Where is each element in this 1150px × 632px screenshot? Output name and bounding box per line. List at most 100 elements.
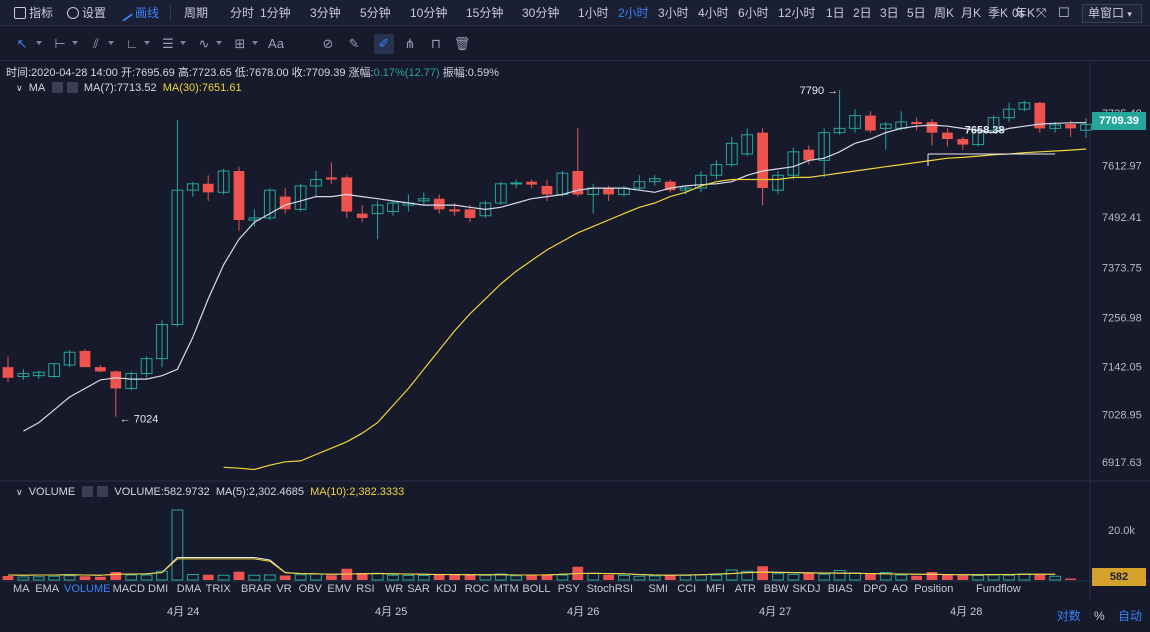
interval-17[interactable]: 周K xyxy=(934,6,955,20)
price-axis-label: 7612.97 xyxy=(1102,160,1142,172)
chevron-down-icon[interactable]: ∨ xyxy=(16,83,23,93)
horizontal-line-tool-icon[interactable]: ⊢ xyxy=(54,36,66,51)
indicators-button[interactable]: 指标 xyxy=(14,0,53,26)
indicator-tab-dmi[interactable]: DMI xyxy=(148,583,169,595)
indicator-tab-ema[interactable]: EMA xyxy=(35,583,60,595)
chevron-down-icon[interactable] xyxy=(36,41,42,45)
auto-scale-toggle[interactable]: 自动 xyxy=(1117,609,1142,623)
indicator-tab-macd[interactable]: MACD xyxy=(112,583,145,595)
indicator-tab-obv[interactable]: OBV xyxy=(298,583,322,595)
interval-4[interactable]: 10分钟 xyxy=(410,6,448,20)
wave-tool-icon[interactable]: ∿ xyxy=(198,36,210,51)
indicator-tab-bbw[interactable]: BBW xyxy=(763,583,789,595)
interval-8[interactable]: 2小时 xyxy=(618,6,649,20)
chevron-down-icon[interactable] xyxy=(108,41,114,45)
indicator-tab-atr[interactable]: ATR xyxy=(734,583,756,595)
cursor-tool-icon[interactable]: ↖ xyxy=(16,36,28,51)
volume-bar xyxy=(556,574,569,581)
volume-bar xyxy=(803,573,815,580)
indicator-tab-sar[interactable]: SAR xyxy=(407,583,430,595)
indicator-tab-boll[interactable]: BOLL xyxy=(522,583,551,595)
trash-icon[interactable]: 🗑 xyxy=(453,36,471,51)
chevron-down-icon[interactable] xyxy=(72,41,78,45)
indicator-tab-trix[interactable]: TRIX xyxy=(205,583,231,595)
indicator-tab-mtm[interactable]: MTM xyxy=(493,583,519,595)
interval-0[interactable]: 分时 xyxy=(230,6,255,20)
text-tool-icon[interactable]: Aa xyxy=(268,36,284,51)
visibility-tool-icon[interactable]: ⋔ xyxy=(404,36,416,51)
candle-body xyxy=(48,363,61,378)
chevron-down-icon[interactable] xyxy=(252,41,258,45)
settings-icon[interactable] xyxy=(51,82,63,93)
indicator-tab-fundflow[interactable]: Fundflow xyxy=(976,583,1021,595)
volume-legend-name: VOLUME xyxy=(28,486,76,498)
interval-18[interactable]: 月K xyxy=(961,6,982,20)
chevron-down-icon[interactable] xyxy=(180,41,186,45)
indicator-tab-vr[interactable]: VR xyxy=(276,583,292,595)
draw-button[interactable]: 画线 xyxy=(118,0,159,26)
volume-bar xyxy=(464,574,476,580)
indicator-tab-roc[interactable]: ROC xyxy=(464,583,490,595)
measure-tool-icon[interactable]: ⊞ xyxy=(234,36,246,51)
indicator-tab-emv[interactable]: EMV xyxy=(327,583,352,595)
interval-16[interactable]: 5日 xyxy=(907,6,926,20)
lock-tool-icon[interactable]: ⊓ xyxy=(430,36,442,51)
indicator-tab-dpo[interactable]: DPO xyxy=(863,583,888,595)
last-price-tag: 7709.39 xyxy=(1092,112,1146,130)
ruler-tool-icon[interactable]: ✎ xyxy=(348,36,360,51)
chevron-down-icon[interactable]: ∨ xyxy=(16,487,23,497)
indicator-tab-smi[interactable]: SMI xyxy=(648,583,668,595)
indicator-tab-position[interactable]: Position xyxy=(914,583,954,595)
info-change-label: 涨幅: xyxy=(348,67,374,79)
indicator-tab-wr[interactable]: WR xyxy=(385,583,404,595)
interval-5[interactable]: 15分钟 xyxy=(466,6,504,20)
close-icon[interactable] xyxy=(97,486,109,497)
indicator-tab-brar[interactable]: BRAR xyxy=(241,583,272,595)
interval-1[interactable]: 1分钟 xyxy=(260,6,291,20)
indicator-tab-ma[interactable]: MA xyxy=(13,583,30,595)
indicator-tab-bias[interactable]: BIAS xyxy=(827,583,853,595)
interval-3[interactable]: 5分钟 xyxy=(360,6,391,20)
magnet-tool-icon[interactable]: ⊘ xyxy=(322,36,334,51)
indicator-tab-mfi[interactable]: MFI xyxy=(706,583,725,595)
interval-7[interactable]: 1小时 xyxy=(578,6,609,20)
fib-tool-icon[interactable]: ☰ xyxy=(162,36,174,51)
close-icon[interactable] xyxy=(66,82,78,93)
interval-13[interactable]: 1日 xyxy=(826,6,845,20)
indicator-tab-rsi[interactable]: RSI xyxy=(356,583,375,595)
log-scale-toggle[interactable]: 对数 xyxy=(1056,609,1081,623)
settings-button[interactable]: 设置 xyxy=(67,0,106,26)
indicator-tab-psy[interactable]: PSY xyxy=(557,583,580,595)
interval-19[interactable]: 季K xyxy=(988,6,1009,20)
indicator-tab-dma[interactable]: DMA xyxy=(176,583,202,595)
chevron-down-icon[interactable] xyxy=(144,41,150,45)
interval-20[interactable]: 年K xyxy=(1015,6,1036,20)
interval-12[interactable]: 12小时 xyxy=(778,6,816,20)
fullscreen-icon[interactable]: ⤧ xyxy=(1036,5,1047,20)
volume-bar xyxy=(603,574,614,580)
interval-2[interactable]: 3分钟 xyxy=(310,6,341,20)
trend-line-tool-icon[interactable]: ⫽ xyxy=(93,36,99,51)
indicator-tab-volume[interactable]: VOLUME xyxy=(64,583,111,595)
angle-tool-icon[interactable]: ∟ xyxy=(125,36,139,51)
settings-icon[interactable] xyxy=(82,486,94,497)
interval-15[interactable]: 3日 xyxy=(880,6,899,20)
interval-11[interactable]: 6小时 xyxy=(738,6,769,20)
indicator-tab-kdj[interactable]: KDJ xyxy=(436,583,457,595)
indicator-tab-ao[interactable]: AO xyxy=(892,583,908,595)
indicator-tab-cci[interactable]: CCI xyxy=(677,583,697,595)
percent-scale-toggle[interactable]: % xyxy=(1093,609,1105,623)
interval-6[interactable]: 30分钟 xyxy=(522,6,560,20)
volume-bar xyxy=(679,575,692,581)
window-mode-select[interactable]: 单窗口 ▾ xyxy=(1082,4,1142,23)
indicator-tab-stochrsi[interactable]: StochRSI xyxy=(586,583,634,595)
indicator-tab-skdj[interactable]: SKDJ xyxy=(792,583,821,595)
chevron-down-icon[interactable] xyxy=(216,41,222,45)
countdown: 0s xyxy=(1012,6,1025,20)
interval-10[interactable]: 4小时 xyxy=(698,6,729,20)
continuous-draw-icon[interactable]: ✐ xyxy=(374,34,394,54)
interval-9[interactable]: 3小时 xyxy=(658,6,689,20)
interval-14[interactable]: 2日 xyxy=(853,6,872,20)
window-icon[interactable]: ☐ xyxy=(1058,5,1070,20)
